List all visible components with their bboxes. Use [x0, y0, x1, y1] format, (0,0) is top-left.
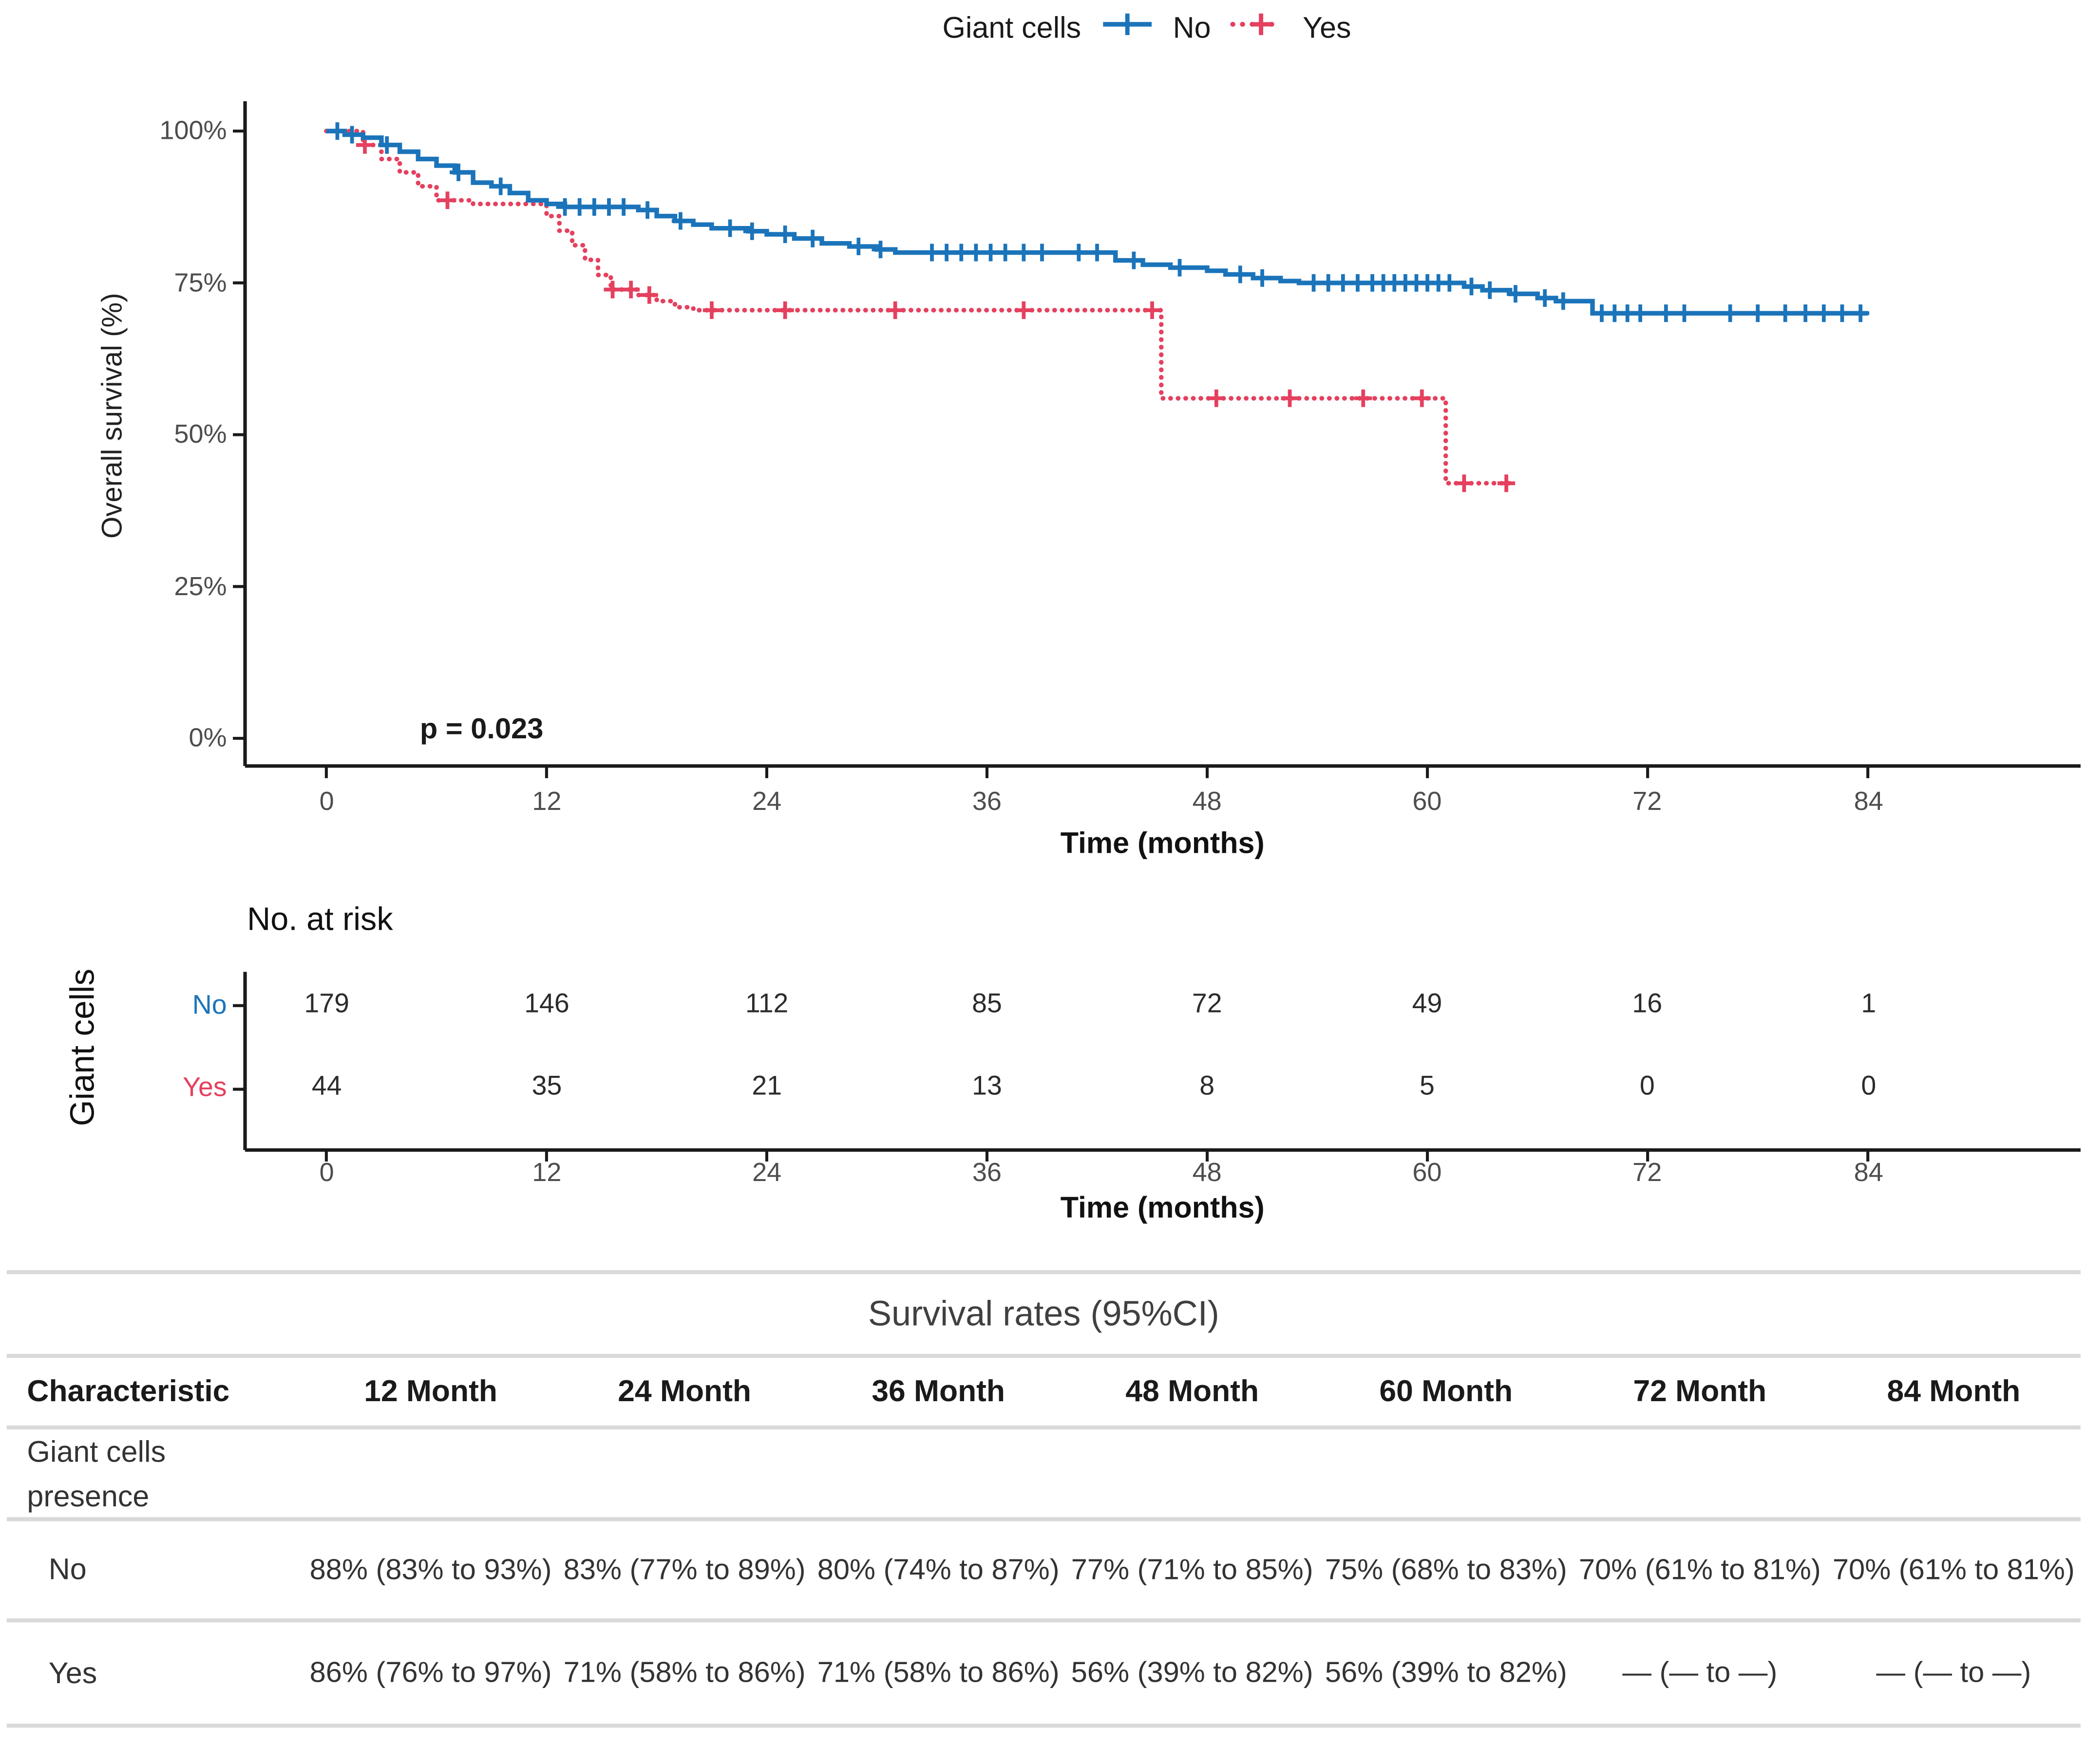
table-cell: 71% (58% to 86%) — [563, 1656, 806, 1689]
legend-title: Giant cells — [942, 10, 1081, 44]
column-header: 24 Month — [618, 1374, 751, 1408]
risk-value: 21 — [752, 1071, 782, 1102]
table-cell: 88% (83% to 93%) — [309, 1553, 552, 1586]
summary-table: Survival rates (95%CI) Characteristic 12… — [6, 1270, 2081, 1728]
risk-x-tick-label: 24 — [752, 1158, 782, 1188]
table-cell: 70% (61% to 81%) — [1832, 1553, 2075, 1586]
table-cell: 77% (71% to 85%) — [1071, 1553, 1313, 1586]
group-row-label: Giant cells presence — [27, 1435, 166, 1513]
legend-item-no: No — [1173, 10, 1211, 44]
legend-key-yes-icon — [1227, 8, 1287, 47]
table-cell: 56% (39% to 82%) — [1325, 1656, 1567, 1689]
x-axis-title: Time (months) — [1060, 826, 1265, 860]
column-header: 60 Month — [1379, 1374, 1513, 1408]
summary-table-title: Survival rates (95%CI) — [6, 1270, 2081, 1358]
risk-value: 16 — [1632, 989, 1663, 1019]
y-tick-label: 0% — [189, 723, 227, 753]
table-cell: 70% (61% to 81%) — [1578, 1553, 1821, 1586]
y-tick-label: 100% — [159, 116, 227, 146]
legend-key-no-icon — [1097, 8, 1157, 47]
table-cell: — (— to —) — [1876, 1656, 2031, 1689]
y-tick-label: 50% — [174, 419, 227, 450]
risk-value: 72 — [1192, 989, 1222, 1019]
table-row-no: No 88% (83% to 93%) 83% (77% to 89%) 80%… — [6, 1521, 2081, 1623]
risk-value: 0 — [1861, 1071, 1877, 1102]
column-header: 48 Month — [1125, 1374, 1259, 1408]
table-cell: 83% (77% to 89%) — [563, 1553, 806, 1586]
x-tick-label: 24 — [752, 787, 782, 817]
x-tick-label: 84 — [1854, 787, 1883, 817]
column-header: 36 Month — [872, 1374, 1005, 1408]
risk-x-tick-label: 84 — [1854, 1158, 1883, 1188]
risk-value: 0 — [1639, 1071, 1655, 1102]
risk-x-axis-title: Time (months) — [1060, 1190, 1265, 1224]
risk-row-label-yes: Yes — [183, 1073, 227, 1103]
y-tick-label: 25% — [174, 572, 227, 602]
table-row-yes: Yes 86% (76% to 97%) 71% (58% to 86%) 71… — [6, 1622, 2081, 1728]
survival-curve-yes — [324, 129, 1513, 486]
row-label-no: No — [48, 1552, 87, 1586]
survival-curve-no — [326, 129, 1868, 316]
risk-table-title: No. at risk — [247, 901, 393, 938]
x-tick-label: 12 — [532, 787, 562, 817]
risk-x-tick-label: 72 — [1632, 1158, 1662, 1188]
x-tick-label: 60 — [1412, 787, 1442, 817]
table-cell: 86% (76% to 97%) — [309, 1656, 552, 1689]
risk-group-label: Giant cells — [64, 968, 102, 1126]
risk-value: 112 — [745, 989, 789, 1019]
table-cell: 71% (58% to 86%) — [817, 1656, 1060, 1689]
column-header: 12 Month — [364, 1374, 497, 1408]
risk-x-tick-label: 60 — [1412, 1158, 1442, 1188]
x-tick-label: 0 — [319, 787, 334, 817]
table-cell: 56% (39% to 82%) — [1071, 1656, 1313, 1689]
legend-item-yes: Yes — [1303, 10, 1351, 44]
column-header: 84 Month — [1887, 1374, 2021, 1408]
summary-table-header-row: Characteristic 12 Month 24 Month 36 Mont… — [6, 1358, 2081, 1430]
table-cell: 80% (74% to 87%) — [817, 1553, 1060, 1586]
risk-value: 44 — [311, 1071, 342, 1102]
risk-value: 179 — [304, 989, 349, 1019]
risk-x-tick-label: 36 — [972, 1158, 1002, 1188]
risk-value: 1 — [1861, 989, 1877, 1019]
risk-value: 146 — [524, 989, 569, 1019]
risk-x-tick-label: 48 — [1192, 1158, 1222, 1188]
risk-value: 35 — [531, 1071, 562, 1102]
table-cell: — (— to —) — [1622, 1656, 1778, 1689]
risk-value: 85 — [972, 989, 1002, 1019]
x-tick-label: 48 — [1192, 787, 1222, 817]
risk-value: 5 — [1420, 1071, 1435, 1102]
column-header: 72 Month — [1633, 1374, 1767, 1408]
y-tick-label: 75% — [174, 268, 227, 299]
y-axis-title: Overall survival (%) — [97, 293, 129, 539]
row-label-yes: Yes — [48, 1655, 97, 1689]
risk-value: 13 — [972, 1071, 1002, 1102]
x-tick-label: 36 — [972, 787, 1002, 817]
x-tick-label: 72 — [1632, 787, 1662, 817]
risk-x-tick-label: 0 — [319, 1158, 334, 1188]
table-cell: 75% (68% to 83%) — [1325, 1553, 1567, 1586]
table-group-row: Giant cells presence — [6, 1429, 2081, 1521]
p-value-label: p = 0.023 — [419, 713, 544, 745]
risk-value: 8 — [1199, 1071, 1215, 1102]
legend: Giant cells No Yes — [943, 8, 1351, 47]
risk-x-tick-label: 12 — [532, 1158, 562, 1188]
risk-value: 49 — [1412, 989, 1442, 1019]
risk-row-label-no: No — [192, 991, 227, 1021]
column-header: Characteristic — [27, 1374, 230, 1408]
